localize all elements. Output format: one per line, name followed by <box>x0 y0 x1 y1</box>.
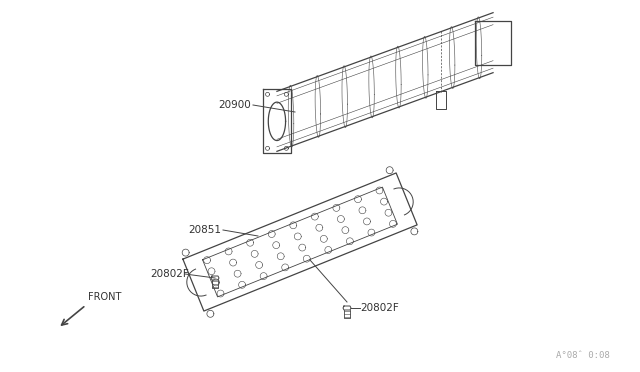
Text: 20802F: 20802F <box>360 303 399 313</box>
Text: A°08ˆ 0:08: A°08ˆ 0:08 <box>556 351 610 360</box>
Text: FRONT: FRONT <box>88 292 122 302</box>
Text: 20851: 20851 <box>188 225 221 235</box>
Text: 20900: 20900 <box>218 100 251 110</box>
Text: 20802F: 20802F <box>150 269 189 279</box>
